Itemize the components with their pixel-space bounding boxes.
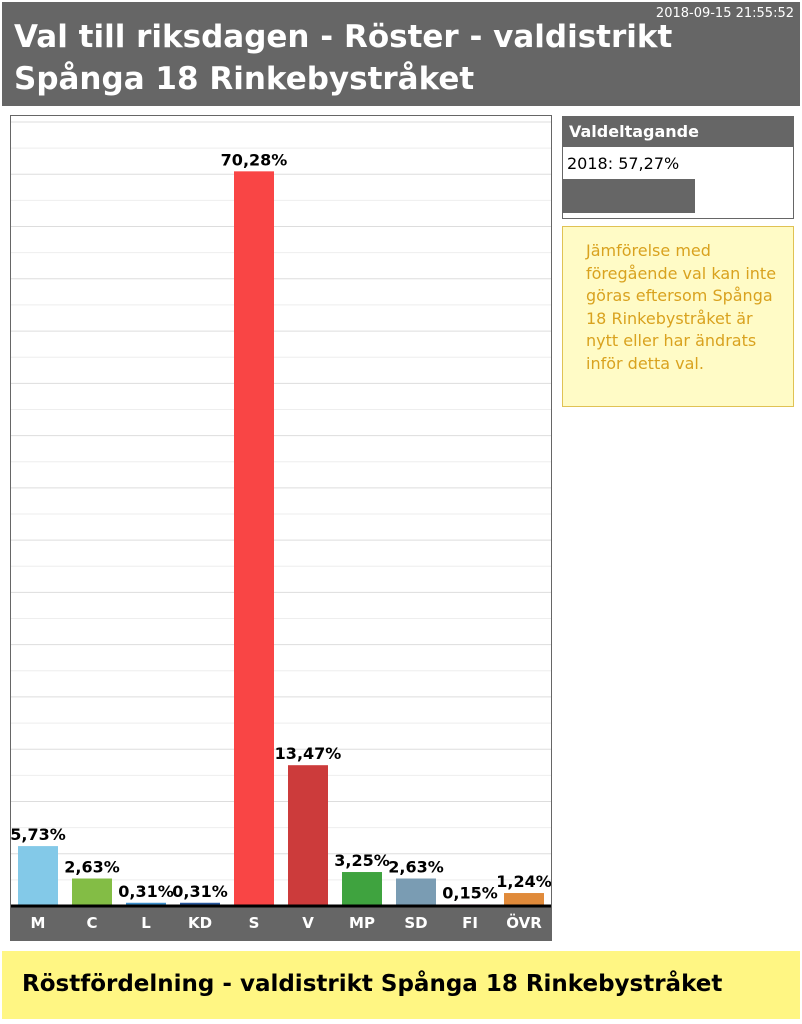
- tick-label-mp: MP: [349, 914, 375, 932]
- bar-övr: [504, 893, 544, 906]
- data-label-övr: 1,24%: [496, 872, 551, 891]
- tick-label-c: C: [86, 914, 97, 932]
- page-header: 2018-09-15 21:55:52 Val till riksdagen -…: [2, 2, 800, 106]
- data-label-c: 2,63%: [64, 858, 120, 877]
- bar-sd: [396, 878, 436, 906]
- turnout-value: 2018: 57,27%: [567, 154, 680, 173]
- timestamp: 2018-09-15 21:55:52: [655, 6, 794, 21]
- bar-kd: [180, 902, 220, 906]
- tick-label-m: M: [31, 914, 46, 932]
- data-label-kd: 0,31%: [172, 882, 228, 901]
- tick-label-kd: KD: [188, 914, 212, 932]
- bar-mp: [342, 872, 382, 906]
- page-title: Val till riksdagen - Röster - valdistrik…: [14, 19, 673, 97]
- data-label-l: 0,31%: [118, 882, 174, 901]
- data-label-sd: 2,63%: [388, 858, 444, 877]
- bar-chart-svg: 5,73% M 2,63% C 0,31% L 0,31% KD 70,28% S 13,47% V 3…: [11, 121, 551, 940]
- comparison-note: Jämförelse med föregående val kan inte g…: [562, 226, 794, 407]
- bar-l: [126, 902, 166, 906]
- bar-m: [18, 846, 58, 906]
- data-label-fi: 0,15%: [442, 883, 498, 902]
- data-label-v: 13,47%: [275, 744, 342, 763]
- footer-banner: Röstfördelning - valdistrikt Spånga 18 R…: [2, 951, 800, 1019]
- turnout-bar: [563, 179, 695, 213]
- tick-label-sd: SD: [404, 914, 427, 932]
- bar-v: [288, 765, 328, 906]
- tick-label-övr: ÖVR: [506, 913, 542, 932]
- vote-distribution-chart: 5,73% M 2,63% C 0,31% L 0,31% KD 70,28% S 13,47% V 3…: [10, 115, 552, 941]
- data-label-m: 5,73%: [11, 825, 66, 844]
- bar-c: [72, 878, 112, 906]
- turnout-heading: Valdeltagande: [563, 117, 793, 147]
- tick-label-v: V: [302, 914, 314, 932]
- footer-title: Röstfördelning - valdistrikt Spånga 18 R…: [22, 971, 723, 997]
- tick-label-fi: FI: [462, 914, 478, 932]
- tick-label-l: L: [141, 914, 151, 932]
- tick-label-s: S: [249, 914, 260, 932]
- turnout-panel: Valdeltagande 2018: 57,27%: [562, 116, 794, 219]
- x-axis-band: [11, 906, 551, 940]
- bar-s: [234, 171, 274, 907]
- data-label-mp: 3,25%: [334, 851, 390, 870]
- data-label-s: 70,28%: [221, 150, 288, 169]
